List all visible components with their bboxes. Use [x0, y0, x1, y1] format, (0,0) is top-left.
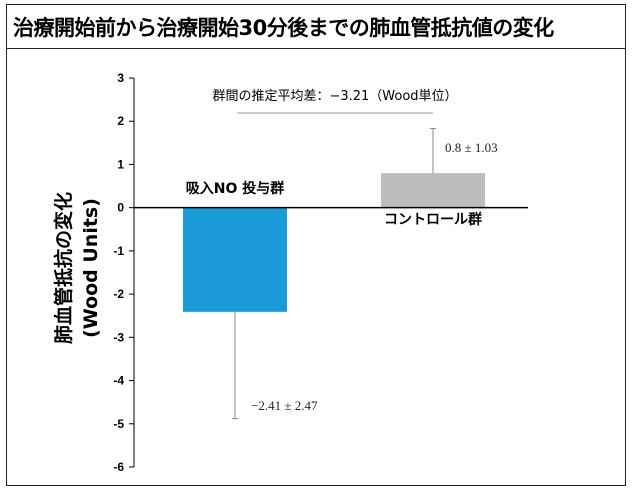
chart-frame: 治療開始前から治療開始30分後までの肺血管抵抗値の変化 — [6, 4, 626, 486]
category-label-1: 吸入NO 投与群 — [186, 180, 285, 197]
y-tick-label: -5 — [113, 417, 124, 431]
category-label-2: コントロール群 — [384, 211, 482, 228]
y-tick-label: -4 — [113, 374, 124, 388]
y-tick-label: -3 — [113, 330, 124, 344]
y-axis-label: 肺血管抵抗の変化 — [52, 192, 75, 344]
y-tick-label: -1 — [113, 244, 124, 258]
y-tick-label: 3 — [117, 71, 124, 85]
y-tick-label: 0 — [117, 201, 124, 215]
group-difference-annotation: 群間の推定平均差：−3.21（Wood単位） — [212, 88, 457, 104]
bar-2 — [381, 173, 485, 208]
y-tick-label: -2 — [113, 287, 124, 301]
bar-1 — [183, 207, 287, 312]
title-bar: 治療開始前から治療開始30分後までの肺血管抵抗値の変化 — [7, 5, 625, 49]
chart-title: 治療開始前から治療開始30分後までの肺血管抵抗値の変化 — [13, 15, 554, 40]
y-tick-label: -6 — [113, 460, 124, 474]
y-tick-label: 1 — [117, 157, 124, 171]
data-label-2: 0.8 ± 1.03 — [445, 140, 498, 155]
y-axis-unit-label: (Wood Units) — [80, 198, 102, 338]
data-label-1: −2.41 ± 2.47 — [251, 398, 318, 413]
y-tick-label: 2 — [117, 114, 124, 128]
